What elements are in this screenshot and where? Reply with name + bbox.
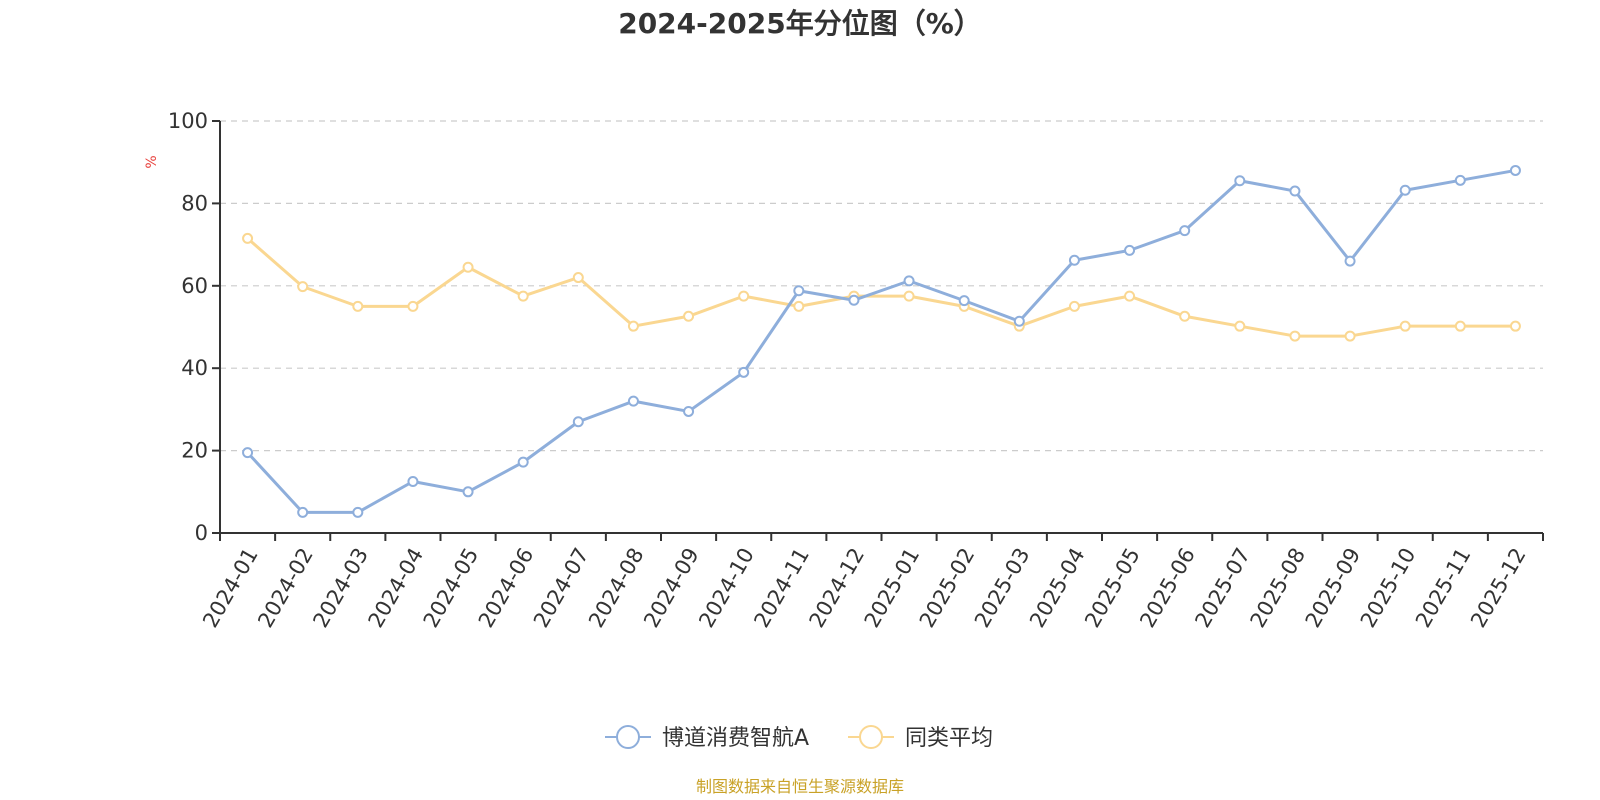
legend: 博道消费智航A 同类平均	[605, 725, 993, 751]
data-point[interactable]	[1234, 175, 1246, 187]
data-point[interactable]	[1179, 225, 1191, 237]
data-point[interactable]	[793, 285, 805, 297]
series-2	[242, 232, 1521, 342]
x-tick-label: 2025-12	[1466, 544, 1531, 632]
data-point[interactable]	[407, 300, 419, 312]
data-point[interactable]	[462, 486, 474, 498]
grid-lines	[220, 120, 1543, 452]
x-tick-labels: 2024-012024-022024-032024-042024-052024-…	[198, 544, 1531, 632]
data-point[interactable]	[903, 290, 915, 302]
data-point[interactable]	[1399, 184, 1411, 196]
data-point[interactable]	[572, 272, 584, 284]
legend-label: 博道消费智航A	[662, 726, 809, 751]
legend-item-1[interactable]: 博道消费智航A	[605, 725, 809, 751]
data-point[interactable]	[1344, 255, 1356, 267]
data-point[interactable]	[1399, 320, 1411, 332]
data-point[interactable]	[462, 261, 474, 273]
data-point[interactable]	[1124, 290, 1136, 302]
legend-marker	[859, 725, 883, 749]
series-1	[242, 164, 1521, 518]
y-tick-label: 60	[181, 274, 208, 298]
data-point[interactable]	[1013, 315, 1025, 327]
data-point[interactable]	[1068, 254, 1080, 266]
data-point[interactable]	[627, 395, 639, 407]
data-point[interactable]	[1068, 300, 1080, 312]
data-point[interactable]	[1234, 320, 1246, 332]
chart-title: 2024-2025年分位图（%）	[618, 7, 982, 40]
data-point[interactable]	[958, 295, 970, 307]
data-point[interactable]	[683, 310, 695, 322]
data-point[interactable]	[352, 506, 364, 518]
series-line-1	[246, 168, 1516, 514]
data-point[interactable]	[297, 281, 309, 293]
data-point[interactable]	[903, 275, 915, 287]
data-point[interactable]	[1454, 174, 1466, 186]
data-point[interactable]	[1179, 310, 1191, 322]
y-tick-label: 40	[181, 356, 208, 380]
data-point[interactable]	[352, 300, 364, 312]
axes	[212, 120, 1544, 541]
data-point[interactable]	[1289, 330, 1301, 342]
y-tick-label: 0	[195, 521, 208, 545]
y-axis-label: %	[144, 155, 160, 168]
data-point[interactable]	[517, 456, 529, 468]
data-point[interactable]	[683, 405, 695, 417]
data-point[interactable]	[1344, 330, 1356, 342]
data-point[interactable]	[1509, 164, 1521, 176]
data-point[interactable]	[793, 300, 805, 312]
data-point[interactable]	[1454, 320, 1466, 332]
data-point[interactable]	[1509, 320, 1521, 332]
data-point[interactable]	[738, 290, 750, 302]
legend-label: 同类平均	[905, 726, 993, 751]
y-tick-label: 100	[168, 109, 208, 133]
y-tick-label: 20	[181, 439, 208, 463]
data-point[interactable]	[517, 290, 529, 302]
data-point[interactable]	[242, 232, 254, 244]
series-layer	[242, 164, 1521, 518]
data-point[interactable]	[407, 476, 419, 487]
y-tick-labels: 0 20 40 60 80 100	[168, 109, 208, 545]
source-note: 制图数据来自恒生聚源数据库	[696, 777, 904, 796]
legend-item-2[interactable]: 同类平均	[848, 725, 993, 751]
data-point[interactable]	[1289, 185, 1301, 197]
legend-marker	[616, 725, 640, 749]
data-point[interactable]	[1124, 244, 1136, 256]
data-point[interactable]	[242, 447, 254, 459]
data-point[interactable]	[738, 366, 750, 378]
data-point[interactable]	[572, 416, 584, 428]
y-tick-label: 80	[181, 191, 208, 215]
series-line-2	[246, 237, 1516, 338]
data-point[interactable]	[848, 294, 860, 306]
data-point[interactable]	[297, 506, 309, 518]
data-point[interactable]	[627, 320, 639, 332]
